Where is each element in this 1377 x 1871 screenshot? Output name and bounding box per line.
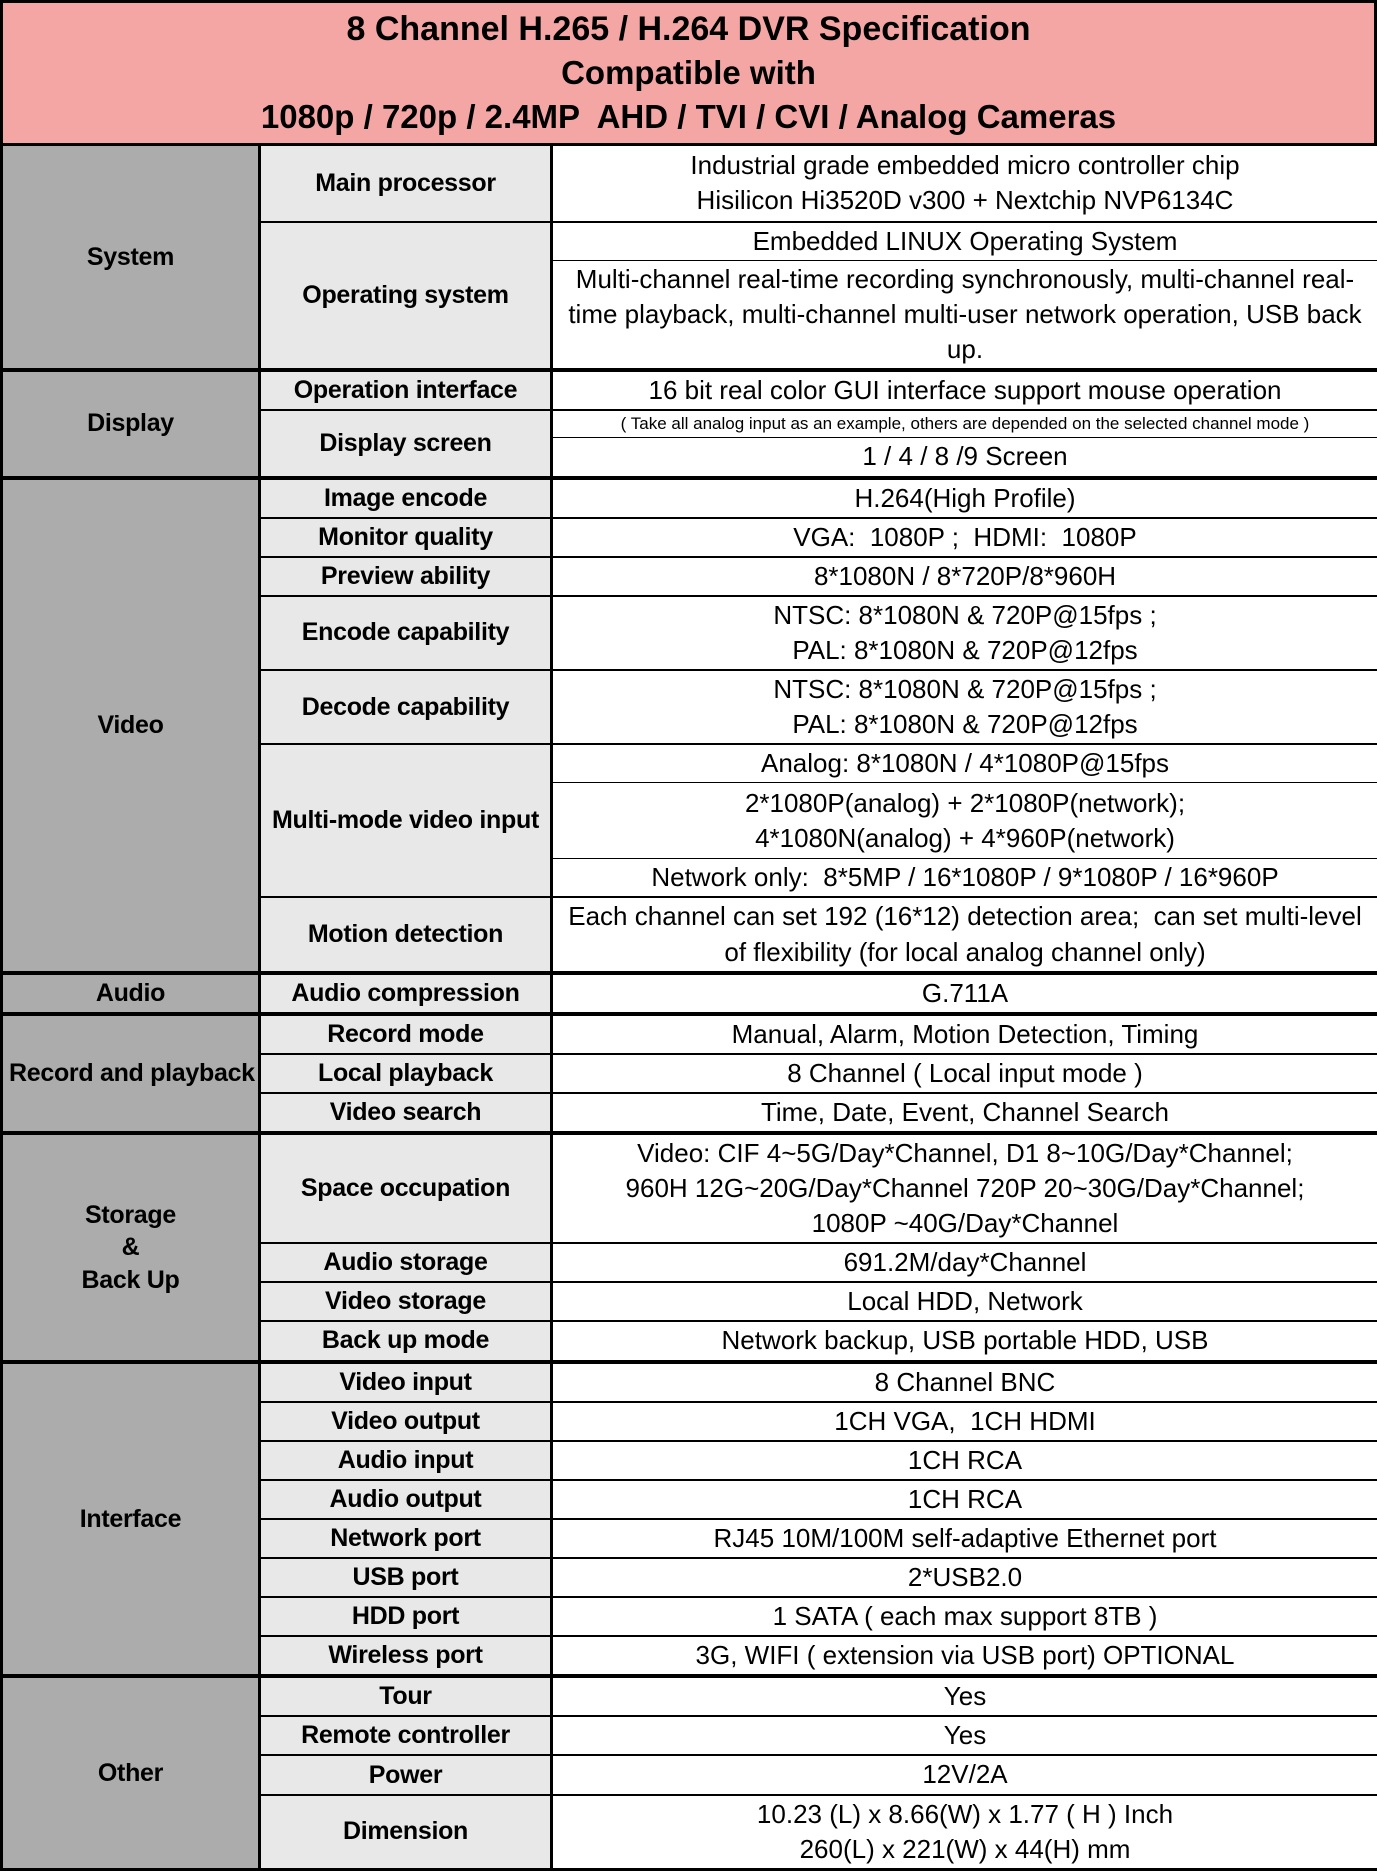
label-display-screen: Display screen [260,410,552,478]
value-wireless-port: 3G, WIFI ( extension via USB port) OPTIO… [552,1636,1377,1676]
value-operation-interface: 16 bit real color GUI interface support … [552,370,1377,410]
header-title-line3: 1080p / 720p / 2.4MP AHD / TVI / CVI / A… [261,100,1116,135]
label-wireless-port: Wireless port [260,1636,552,1676]
label-preview-ability: Preview ability [260,557,552,596]
label-usb-port: USB port [260,1558,552,1597]
category-interface: Interface [2,1362,260,1677]
value-audio-output: 1CH RCA [552,1480,1377,1519]
value-network-port: RJ45 10M/100M self-adaptive Ethernet por… [552,1519,1377,1558]
label-operation-interface: Operation interface [260,370,552,410]
label-dimension: Dimension [260,1795,552,1870]
value-back-up-mode: Network backup, USB portable HDD, USB [552,1321,1377,1361]
label-remote-controller: Remote controller [260,1716,552,1755]
value-audio-compression: G.711A [552,973,1377,1014]
value-usb-port: 2*USB2.0 [552,1558,1377,1597]
value-space-occupation: Video: CIF 4~5G/Day*Channel, D1 8~10G/Da… [552,1133,1377,1243]
value-video-storage: Local HDD, Network [552,1282,1377,1321]
value-tour: Yes [552,1676,1377,1716]
value-local-playback: 8 Channel ( Local input mode ) [552,1054,1377,1093]
label-multi-mode-video-input: Multi-mode video input [260,744,552,897]
value-monitor-quality: VGA: 1080P ; HDMI: 1080P [552,518,1377,557]
category-record-playback: Record and playback [2,1014,260,1133]
value-encode-capability: NTSC: 8*1080N & 720P@15fps ; PAL: 8*1080… [552,596,1377,670]
value-multi-mode-video-input-3: Network only: 8*5MP / 16*1080P / 9*1080P… [552,859,1377,898]
label-back-up-mode: Back up mode [260,1321,552,1361]
label-audio-input: Audio input [260,1441,552,1480]
value-power: 12V/2A [552,1755,1377,1794]
header-title-line1: 8 Channel H.265 / H.264 DVR Specificatio… [346,12,1030,48]
label-power: Power [260,1755,552,1794]
label-audio-output: Audio output [260,1480,552,1519]
category-video: Video [2,478,260,973]
label-space-occupation: Space occupation [260,1133,552,1243]
value-display-screen: 1 / 4 / 8 /9 Screen [552,438,1377,478]
spec-header: 8 Channel H.265 / H.264 DVR Specificatio… [0,0,1377,143]
label-video-search: Video search [260,1093,552,1133]
label-local-playback: Local playback [260,1054,552,1093]
value-multi-mode-video-input-2: 2*1080P(analog) + 2*1080P(network); 4*10… [552,783,1377,859]
value-record-mode: Manual, Alarm, Motion Detection, Timing [552,1014,1377,1054]
value-operating-system-2: Multi-channel real-time recording synchr… [552,260,1377,370]
value-motion-detection: Each channel can set 192 (16*12) detecti… [552,897,1377,972]
label-encode-capability: Encode capability [260,596,552,670]
value-operating-system-1: Embedded LINUX Operating System [552,222,1377,261]
value-display-screen-note: ( Take all analog input as an example, o… [552,410,1377,438]
spec-table: System Main processor Industrial grade e… [0,143,1377,1871]
value-image-encode: H.264(High Profile) [552,478,1377,518]
category-audio: Audio [2,973,260,1014]
label-record-mode: Record mode [260,1014,552,1054]
label-monitor-quality: Monitor quality [260,518,552,557]
label-tour: Tour [260,1676,552,1716]
value-video-input: 8 Channel BNC [552,1362,1377,1402]
value-audio-input: 1CH RCA [552,1441,1377,1480]
value-hdd-port: 1 SATA ( each max support 8TB ) [552,1597,1377,1636]
value-audio-storage: 691.2M/day*Channel [552,1243,1377,1282]
category-system: System [2,145,260,370]
label-main-processor: Main processor [260,145,552,222]
value-video-search: Time, Date, Event, Channel Search [552,1093,1377,1133]
category-storage-backup: Storage & Back Up [2,1133,260,1362]
value-video-output: 1CH VGA, 1CH HDMI [552,1402,1377,1441]
label-video-input: Video input [260,1362,552,1402]
category-display: Display [2,370,260,478]
label-audio-storage: Audio storage [260,1243,552,1282]
value-main-processor: Industrial grade embedded micro controll… [552,145,1377,222]
value-multi-mode-video-input-1: Analog: 8*1080N / 4*1080P@15fps [552,744,1377,783]
category-other: Other [2,1676,260,1869]
label-network-port: Network port [260,1519,552,1558]
value-dimension: 10.23 (L) x 8.66(W) x 1.77 ( H ) Inch 26… [552,1795,1377,1870]
label-operating-system: Operating system [260,222,552,370]
value-decode-capability: NTSC: 8*1080N & 720P@15fps ; PAL: 8*1080… [552,670,1377,744]
label-hdd-port: HDD port [260,1597,552,1636]
label-audio-compression: Audio compression [260,973,552,1014]
label-video-output: Video output [260,1402,552,1441]
value-remote-controller: Yes [552,1716,1377,1755]
header-title-line2: Compatible with [561,56,816,91]
value-preview-ability: 8*1080N / 8*720P/8*960H [552,557,1377,596]
label-motion-detection: Motion detection [260,897,552,972]
label-decode-capability: Decode capability [260,670,552,744]
label-video-storage: Video storage [260,1282,552,1321]
label-image-encode: Image encode [260,478,552,518]
